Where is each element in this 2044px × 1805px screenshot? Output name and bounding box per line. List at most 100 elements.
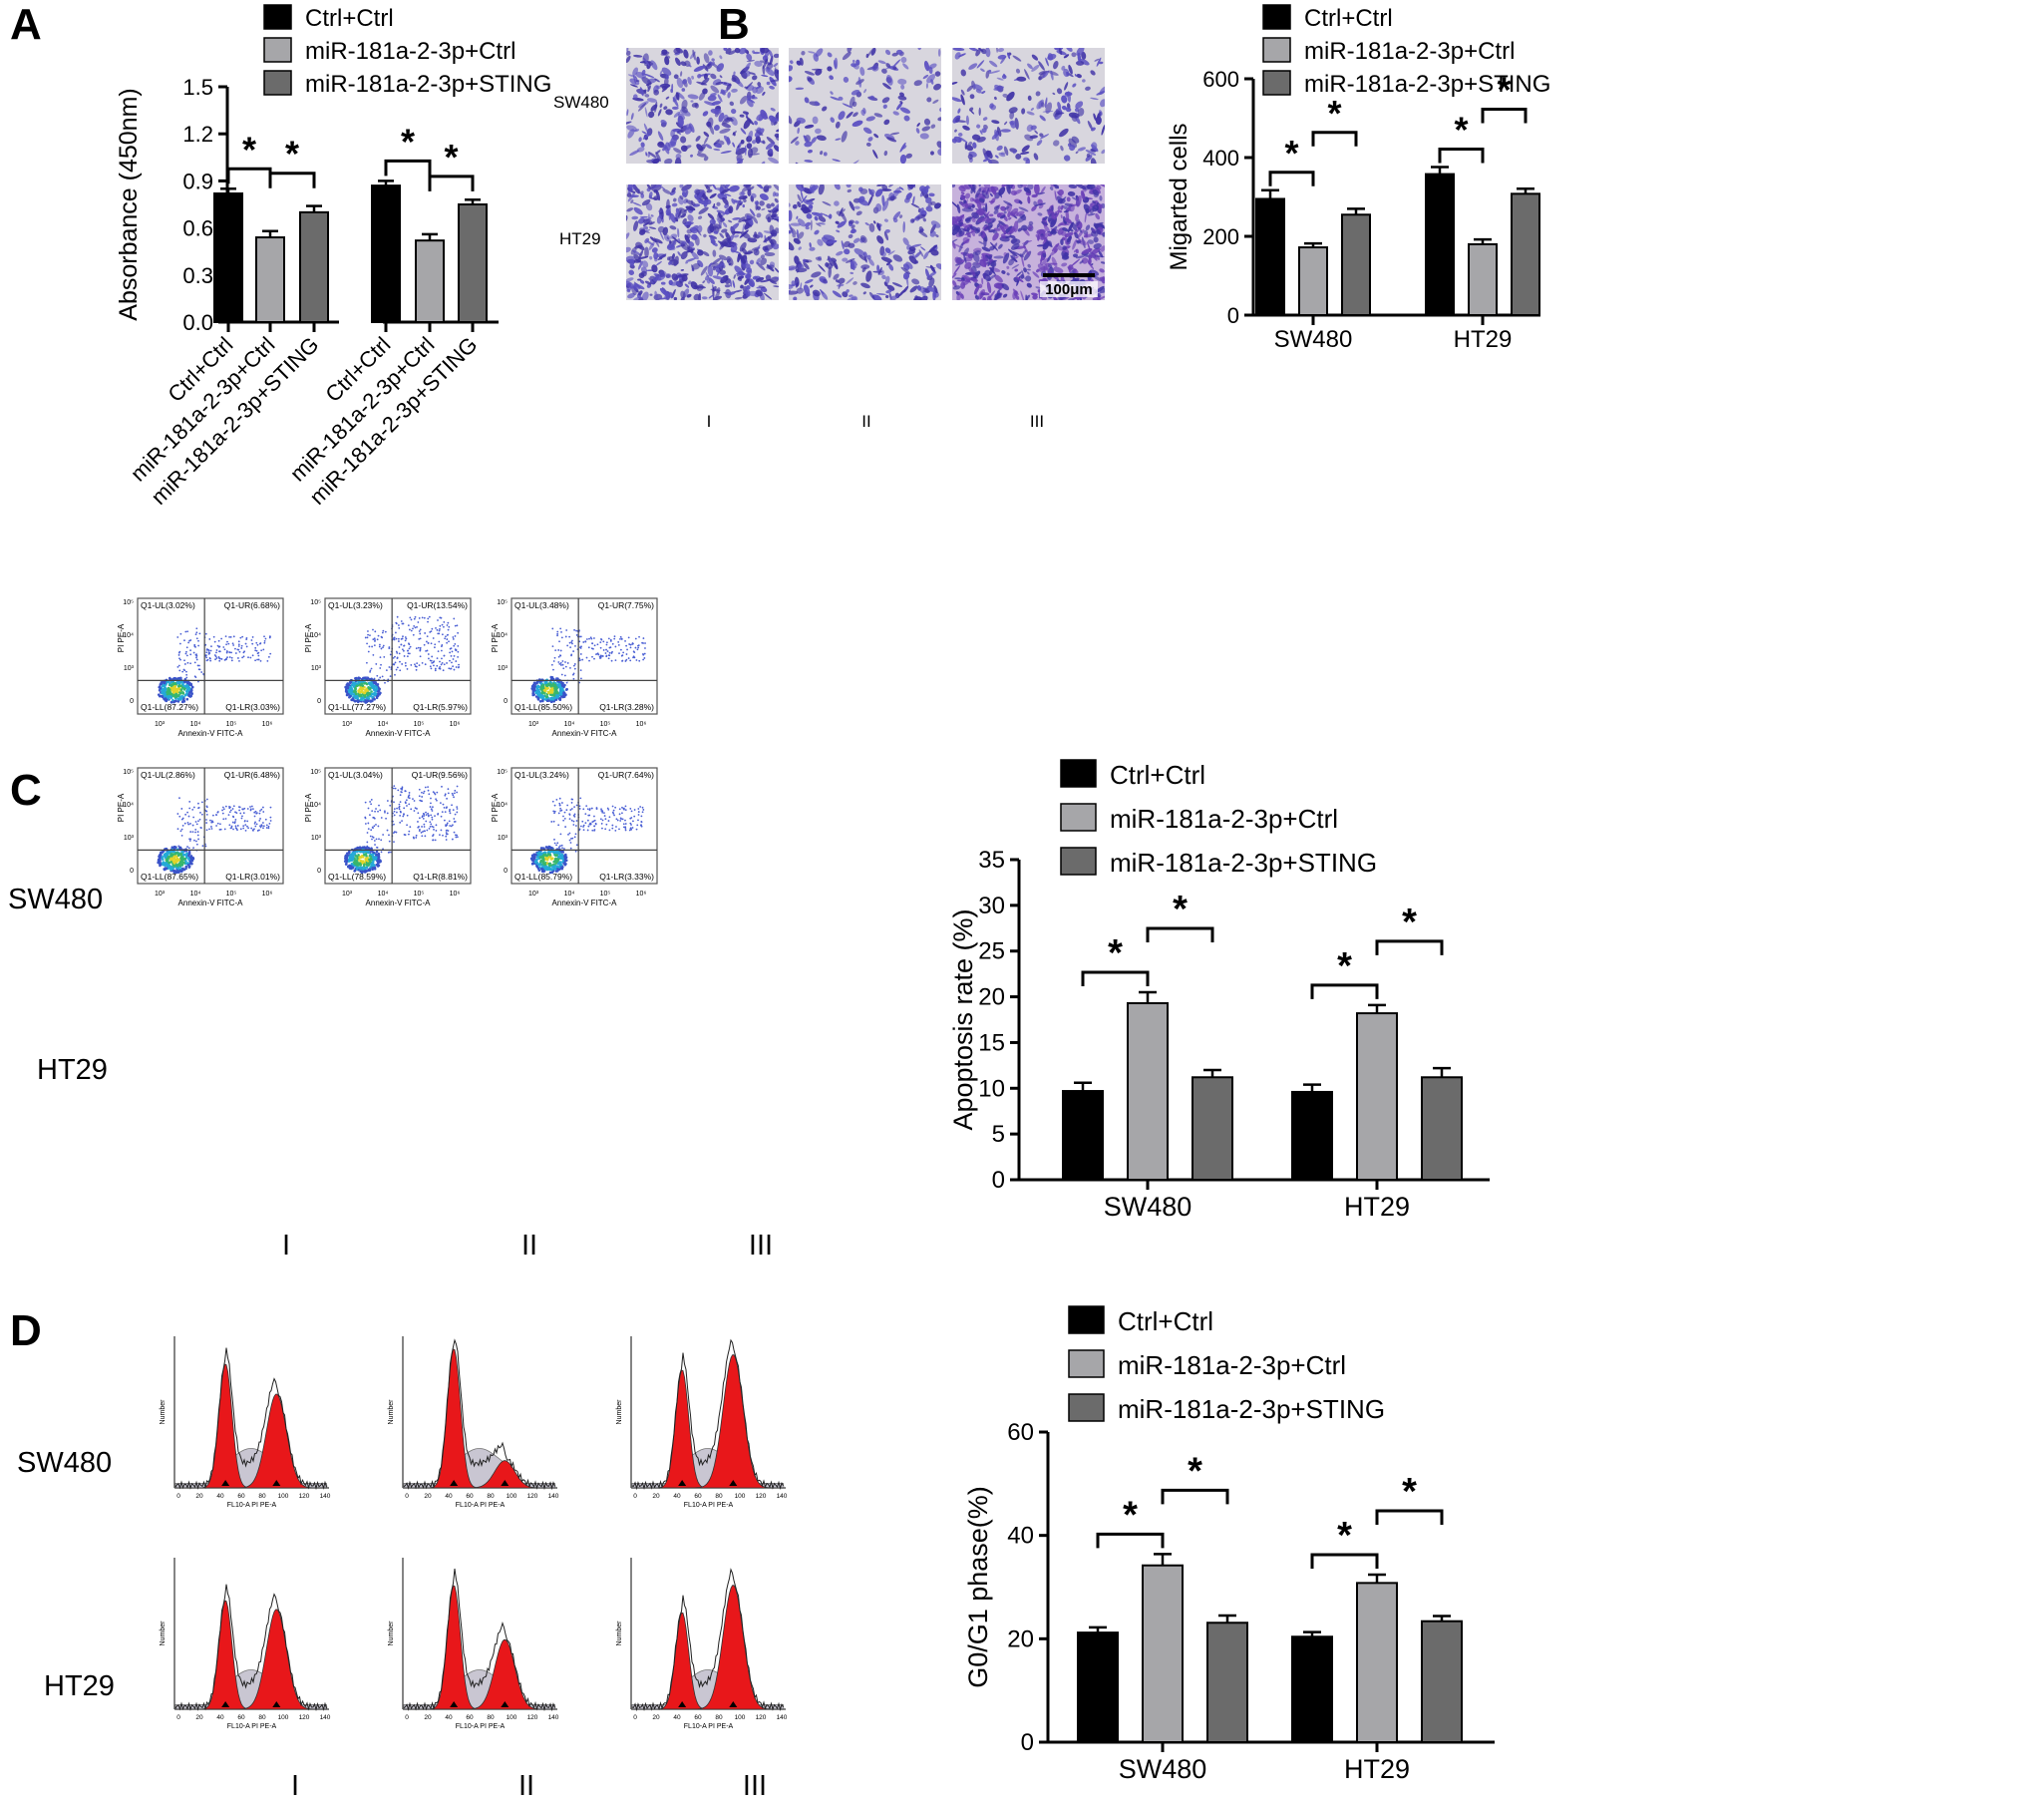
migrated-cell [900,84,905,90]
migrated-cell [960,89,965,96]
flow-event [395,831,398,834]
migrated-cell [756,257,761,265]
flow-event [207,648,210,651]
migrated-cell [868,291,875,300]
migrated-cell [701,77,710,86]
migrated-cell [1035,91,1041,97]
flow-event [530,684,534,688]
migrated-cell [773,285,779,288]
flow-event [372,827,374,830]
migrated-cell [770,232,778,235]
migrated-cell [1051,211,1055,219]
flow-event [192,816,195,819]
migrated-cell [981,246,991,252]
migrated-cell [724,284,731,288]
flow-event [428,657,430,660]
migrated-cell [1031,193,1038,198]
flow-event [452,636,455,638]
flow-event [419,646,422,649]
flow-event [560,687,564,690]
migrated-cell [641,199,651,206]
migrated-cell [919,207,924,215]
flow-y-axis-title: PI PE-A [304,793,313,822]
flow-event [210,826,212,828]
migrated-cell [816,222,822,227]
migrated-cell [789,65,794,72]
migrated-cell [1009,225,1015,234]
migrated-cell [884,275,890,284]
flow-event [599,657,601,659]
flow-event [392,787,395,790]
flow-event [433,828,435,831]
flow-event [395,637,398,640]
migrated-cell [1068,184,1078,188]
flow-event [361,870,364,874]
migrated-cell [876,235,884,244]
migrated-cell [886,74,893,86]
migrated-cell [753,248,760,256]
flow-event [403,644,406,647]
flow-event [363,695,367,698]
flow-plot-frame [324,597,472,715]
migrated-cell [1044,97,1048,109]
migrated-cell [1006,265,1010,269]
migrated-cell [978,107,981,117]
flow-event [223,648,226,651]
flow-x-axis-title: Annexin-V FITC-A [366,729,432,738]
flow-event [569,646,572,648]
migrated-cell [1027,195,1031,204]
migrated-cell [1013,188,1022,195]
migrated-cell [909,285,918,293]
migrated-cell [746,59,756,63]
flow-event [167,687,170,691]
migrated-cell [675,207,680,215]
flow-event [185,676,188,679]
migrated-cell [705,63,713,70]
migrated-cell [633,54,643,58]
flow-event [455,836,458,839]
flow-event [259,659,262,662]
flow-event [432,835,434,838]
panel-b-legend-label-1: miR-181a-2-3p+Ctrl [1304,38,1515,65]
flow-event [428,615,431,618]
flow-event [415,834,418,837]
migrated-cell [863,89,867,94]
migrated-cell [922,74,929,80]
flow-event [444,811,447,814]
flow-event [355,863,359,867]
migrated-cell [969,196,974,202]
migrated-cell [709,192,717,199]
flow-event [371,645,374,648]
flow-event [558,662,561,665]
migrated-cell [760,279,772,283]
flow-event [242,825,245,828]
flow-event [354,692,358,696]
flow-event [419,637,422,640]
migrated-cell [848,233,853,239]
flow-event [163,868,167,872]
migrated-cell [1037,250,1044,256]
flow-event [608,651,611,654]
flow-event [402,649,405,652]
flow-event [164,697,168,700]
migrated-cell [804,160,814,163]
flow-event [366,847,369,850]
migrated-cell [657,253,667,261]
migrated-cell [867,258,874,266]
migrated-cell [1041,220,1049,226]
migrated-cell [1064,217,1073,224]
flow-event [360,694,363,698]
migrated-cell [1053,61,1059,70]
quadrant-lr-label: Q1-LR(5.97%) [413,702,468,712]
migrated-cell [1047,254,1052,262]
flow-event [407,624,410,627]
panel-a-y-tick-label: 0.3 [182,263,213,288]
migrated-cell [683,221,694,225]
flow-event [401,786,404,789]
flow-event [395,631,397,634]
flow-event [401,663,404,665]
migrated-cell [675,153,682,160]
flow-event [413,810,416,812]
flow-event [370,677,373,681]
flow-event [407,642,410,645]
